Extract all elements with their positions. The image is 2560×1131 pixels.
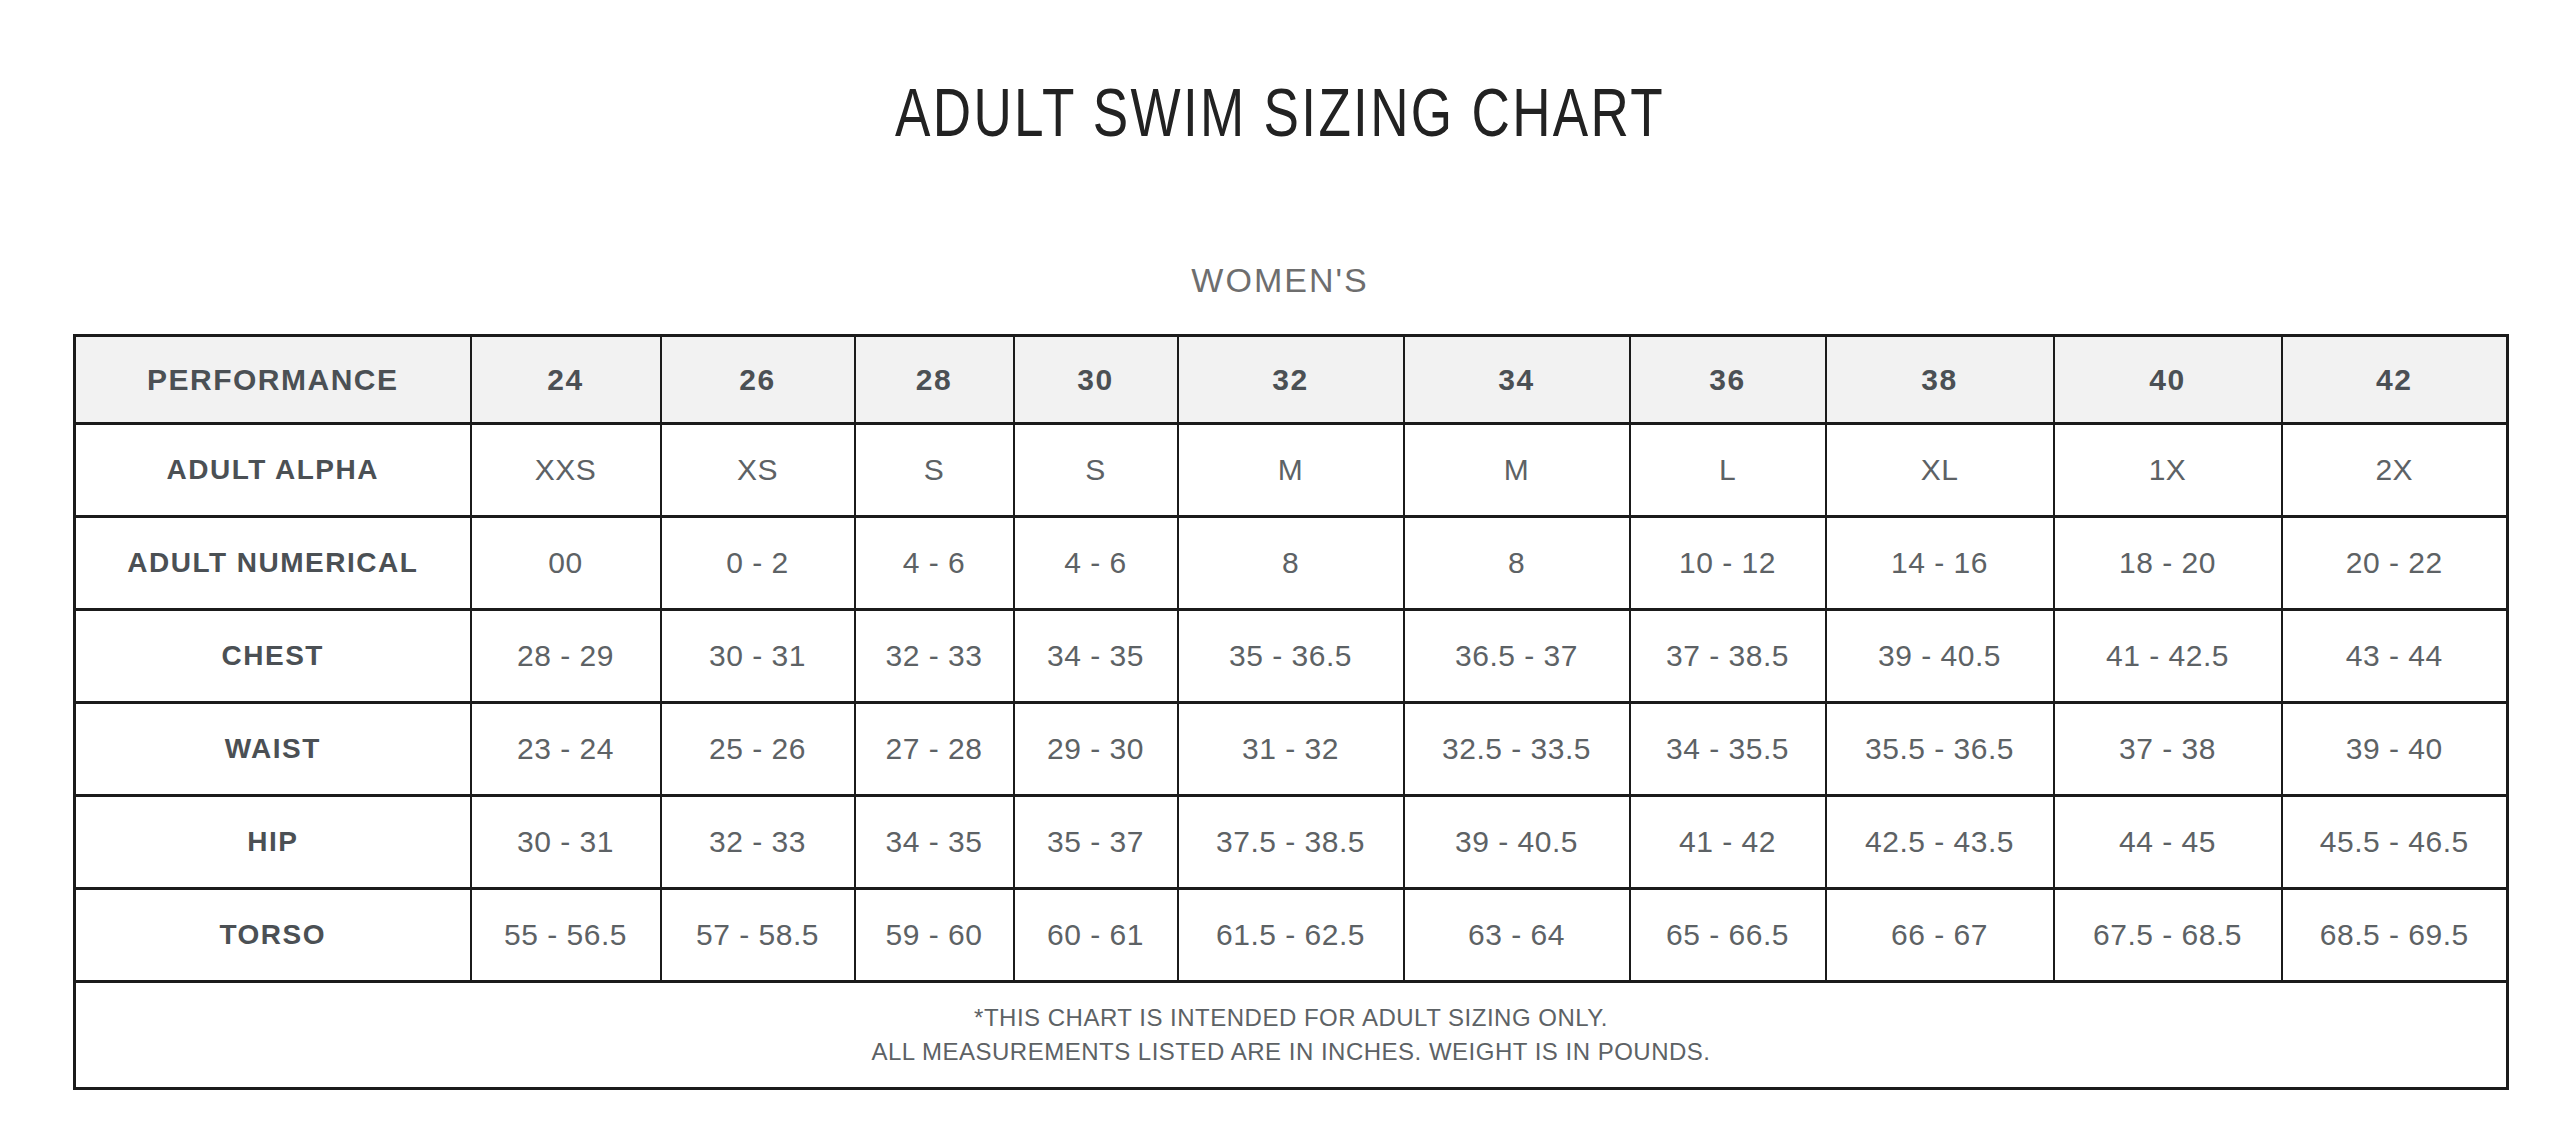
size-cell: XXS [471, 424, 661, 517]
header-row: PERFORMANCE 24 26 28 30 32 34 36 38 40 4… [75, 336, 2508, 424]
womens-sizing-table: PERFORMANCE 24 26 28 30 32 34 36 38 40 4… [73, 334, 2509, 1090]
size-cell: 2X [2282, 424, 2508, 517]
size-cell: 34 - 35 [855, 796, 1014, 889]
size-cell: 59 - 60 [855, 889, 1014, 982]
size-cell: XS [661, 424, 855, 517]
size-cell: M [1178, 424, 1404, 517]
size-cell: 43 - 44 [2282, 610, 2508, 703]
size-cell: 39 - 40.5 [1826, 610, 2054, 703]
size-cell: 00 [471, 517, 661, 610]
footnote-line-1: *THIS CHART IS INTENDED FOR ADULT SIZING… [76, 1001, 2506, 1036]
size-cell: 39 - 40.5 [1404, 796, 1630, 889]
table-row-hip: HIP 30 - 31 32 - 33 34 - 35 35 - 37 37.5… [75, 796, 2508, 889]
size-cell: 30 - 31 [661, 610, 855, 703]
size-cell: M [1404, 424, 1630, 517]
size-cell: 10 - 12 [1630, 517, 1826, 610]
size-cell: 36.5 - 37 [1404, 610, 1630, 703]
table-row-adult-numerical: ADULT NUMERICAL 00 0 - 2 4 - 6 4 - 6 8 8… [75, 517, 2508, 610]
size-cell: 25 - 26 [661, 703, 855, 796]
size-col-header: 42 [2282, 336, 2508, 424]
size-cell: 4 - 6 [1014, 517, 1178, 610]
size-cell: 60 - 61 [1014, 889, 1178, 982]
size-cell: 34 - 35.5 [1630, 703, 1826, 796]
row-label-adult-numerical: ADULT NUMERICAL [75, 517, 471, 610]
size-cell: L [1630, 424, 1826, 517]
row-label-torso: TORSO [75, 889, 471, 982]
size-cell: 32 - 33 [855, 610, 1014, 703]
size-col-header: 32 [1178, 336, 1404, 424]
table-row-waist: WAIST 23 - 24 25 - 26 27 - 28 29 - 30 31… [75, 703, 2508, 796]
footnote-cell: *THIS CHART IS INTENDED FOR ADULT SIZING… [75, 982, 2508, 1089]
table-row-chest: CHEST 28 - 29 30 - 31 32 - 33 34 - 35 35… [75, 610, 2508, 703]
size-col-header: 40 [2054, 336, 2282, 424]
size-cell: 31 - 32 [1178, 703, 1404, 796]
size-cell: 67.5 - 68.5 [2054, 889, 2282, 982]
size-cell: 34 - 35 [1014, 610, 1178, 703]
table-row-torso: TORSO 55 - 56.5 57 - 58.5 59 - 60 60 - 6… [75, 889, 2508, 982]
size-cell: XL [1826, 424, 2054, 517]
size-cell: 8 [1178, 517, 1404, 610]
size-cell: 32 - 33 [661, 796, 855, 889]
size-cell: 61.5 - 62.5 [1178, 889, 1404, 982]
sizing-chart-page: ADULT SWIM SIZING CHART WOMEN'S PERFORMA… [0, 0, 2560, 1131]
size-cell: 1X [2054, 424, 2282, 517]
size-cell: 41 - 42.5 [2054, 610, 2282, 703]
size-col-header: 26 [661, 336, 855, 424]
section-title: WOMEN'S [0, 260, 2560, 301]
size-cell: 8 [1404, 517, 1630, 610]
size-cell: 35 - 37 [1014, 796, 1178, 889]
table-row-adult-alpha: ADULT ALPHA XXS XS S S M M L XL 1X 2X [75, 424, 2508, 517]
row-label-waist: WAIST [75, 703, 471, 796]
size-cell: 30 - 31 [471, 796, 661, 889]
size-cell: 63 - 64 [1404, 889, 1630, 982]
col-header-performance: PERFORMANCE [75, 336, 471, 424]
size-cell: 37 - 38.5 [1630, 610, 1826, 703]
size-cell: 29 - 30 [1014, 703, 1178, 796]
size-col-header: 34 [1404, 336, 1630, 424]
size-col-header: 30 [1014, 336, 1178, 424]
size-cell: 35.5 - 36.5 [1826, 703, 2054, 796]
row-label-adult-alpha: ADULT ALPHA [75, 424, 471, 517]
footnote-line-2: ALL MEASUREMENTS LISTED ARE IN INCHES. W… [76, 1035, 2506, 1070]
size-col-header: 28 [855, 336, 1014, 424]
size-cell: 55 - 56.5 [471, 889, 661, 982]
size-cell: 39 - 40 [2282, 703, 2508, 796]
size-cell: 14 - 16 [1826, 517, 2054, 610]
size-cell: 57 - 58.5 [661, 889, 855, 982]
size-cell: 28 - 29 [471, 610, 661, 703]
size-cell: 37 - 38 [2054, 703, 2282, 796]
size-cell: 0 - 2 [661, 517, 855, 610]
footnote-row: *THIS CHART IS INTENDED FOR ADULT SIZING… [75, 982, 2508, 1089]
size-cell: 20 - 22 [2282, 517, 2508, 610]
size-cell: 65 - 66.5 [1630, 889, 1826, 982]
size-cell: 32.5 - 33.5 [1404, 703, 1630, 796]
size-cell: 35 - 36.5 [1178, 610, 1404, 703]
size-cell: 66 - 67 [1826, 889, 2054, 982]
size-cell: 4 - 6 [855, 517, 1014, 610]
size-cell: 44 - 45 [2054, 796, 2282, 889]
row-label-chest: CHEST [75, 610, 471, 703]
size-cell: 27 - 28 [855, 703, 1014, 796]
page-title: ADULT SWIM SIZING CHART [282, 72, 2279, 154]
size-cell: S [855, 424, 1014, 517]
size-cell: 68.5 - 69.5 [2282, 889, 2508, 982]
size-cell: 41 - 42 [1630, 796, 1826, 889]
size-cell: 18 - 20 [2054, 517, 2282, 610]
size-col-header: 24 [471, 336, 661, 424]
size-cell: S [1014, 424, 1178, 517]
size-col-header: 38 [1826, 336, 2054, 424]
size-cell: 37.5 - 38.5 [1178, 796, 1404, 889]
size-cell: 42.5 - 43.5 [1826, 796, 2054, 889]
row-label-hip: HIP [75, 796, 471, 889]
size-cell: 45.5 - 46.5 [2282, 796, 2508, 889]
size-col-header: 36 [1630, 336, 1826, 424]
size-cell: 23 - 24 [471, 703, 661, 796]
